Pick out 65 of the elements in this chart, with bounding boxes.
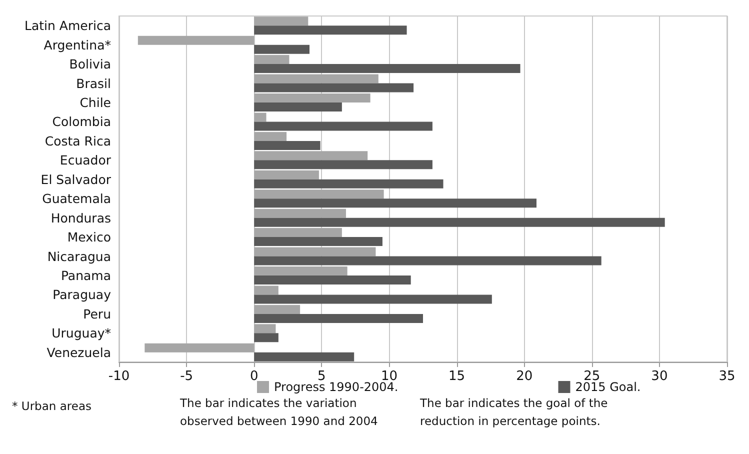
- bar: [254, 160, 432, 170]
- bar: [254, 218, 665, 227]
- y-tick-label: Panama: [60, 268, 111, 283]
- bar: [254, 304, 300, 314]
- bar: [254, 208, 346, 218]
- bar: [254, 237, 382, 246]
- x-tick-label: 0: [250, 369, 258, 384]
- bar: [254, 132, 287, 141]
- bar: [144, 343, 254, 352]
- bar: [254, 44, 310, 54]
- x-tick-label: -10: [108, 369, 130, 384]
- bar: [254, 352, 354, 362]
- bar: [254, 94, 370, 102]
- bar: [254, 324, 276, 334]
- bar: [254, 112, 266, 122]
- y-tick-label: Ecuador: [60, 152, 112, 168]
- y-tick-label: Uruguay*: [52, 326, 111, 341]
- x-tick-label: 15: [448, 369, 466, 384]
- bar: [254, 83, 414, 92]
- y-tick-label: Honduras: [50, 210, 111, 226]
- text: * Urban areas: [12, 399, 92, 413]
- bar: [254, 55, 290, 64]
- y-tick-label: Brasil: [76, 76, 111, 91]
- y-tick-label: El Salvador: [40, 172, 112, 187]
- x-tick-label: -5: [180, 369, 194, 384]
- y-tick-label: Latin America: [24, 18, 111, 34]
- y-tick-label: Colombia: [52, 114, 111, 130]
- bar: [254, 266, 348, 276]
- bar: [254, 140, 320, 150]
- y-tick-label: Nicaragua: [47, 248, 111, 264]
- y-tick-label: Paraguay: [52, 287, 112, 302]
- bar: [254, 151, 368, 160]
- x-tick-label: 35: [718, 369, 736, 384]
- bar: [254, 286, 278, 295]
- bar: [254, 256, 602, 266]
- bar: [254, 170, 319, 180]
- text: The bar indicates the variation observed between 1990 and 2004: [179, 396, 378, 428]
- bar: [254, 74, 378, 84]
- x-tick-label: 20: [516, 369, 533, 384]
- y-tick-label: Mexico: [67, 230, 111, 245]
- bar: [254, 276, 411, 284]
- y-tick-label: Chile: [80, 95, 112, 110]
- bar: [254, 179, 444, 188]
- bar: [254, 314, 423, 323]
- bar: [254, 26, 407, 35]
- y-tick-label: Bolivia: [69, 56, 111, 72]
- y-tick-label: Costa Rica: [44, 133, 111, 148]
- legend-label: 2015 Goal.: [575, 380, 641, 394]
- bar: [254, 333, 278, 342]
- text: The bar indicates the goal of the reduction in percentage points.: [419, 396, 612, 428]
- y-tick-label: Guatemala: [42, 191, 111, 206]
- bar: [254, 198, 536, 208]
- bar: [254, 16, 308, 26]
- bar: [254, 190, 384, 199]
- y-tick-label: Peru: [83, 306, 111, 322]
- bar: [254, 247, 376, 256]
- y-tick-label: Venezuela: [46, 344, 111, 360]
- bar: [254, 228, 342, 238]
- bar: [254, 102, 342, 112]
- bar: [254, 64, 520, 74]
- y-tick-label: Argentina*: [44, 37, 111, 52]
- bar: [254, 294, 492, 304]
- x-tick-label: 30: [651, 369, 668, 384]
- bar: [254, 122, 432, 131]
- bar: [138, 36, 254, 45]
